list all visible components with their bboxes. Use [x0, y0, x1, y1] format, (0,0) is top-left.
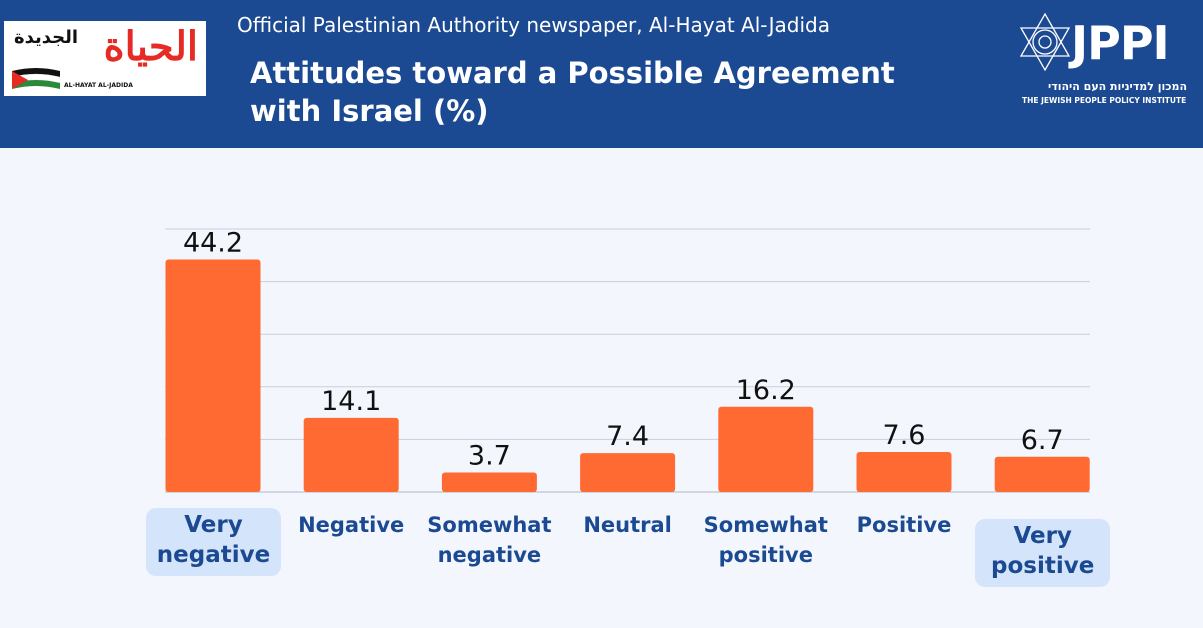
- bar: [165, 259, 261, 492]
- x-tick-label: Very negative: [146, 508, 281, 576]
- logo-arabic-small: الجديدة: [14, 27, 79, 48]
- data-label: 14.1: [321, 386, 381, 417]
- x-tick-label: Negative: [298, 513, 405, 537]
- x-tick-label: Neutral: [583, 513, 672, 537]
- bar: [303, 417, 399, 492]
- x-tick-label: Positive: [856, 513, 952, 537]
- logo-latin: AL-HAYAT AL-JADIDA: [64, 82, 133, 89]
- data-label: 7.6: [883, 420, 926, 451]
- bar-chart: 44.2 14.1 3.7 7.4 16.2 7.6 6.7: [165, 228, 1090, 493]
- jppi-name: JPPI: [1071, 16, 1170, 70]
- jppi-logo: JPPI המכון למדיניות העם היהודי THE JEWIS…: [1015, 10, 1195, 110]
- bar: [856, 452, 952, 492]
- data-label: 3.7: [468, 441, 511, 472]
- palestine-flag-icon: [12, 68, 60, 89]
- bar: [441, 472, 537, 492]
- logo-arabic: الحياة: [103, 23, 198, 70]
- al-hayat-logo: الحياة الجديدة AL-HAYAT AL-JADIDA: [4, 21, 206, 96]
- data-label: 44.2: [183, 228, 243, 259]
- bar: [718, 406, 814, 492]
- bar: [580, 453, 676, 492]
- bar: [994, 456, 1090, 492]
- header: الحياة الجديدة AL-HAYAT AL-JADIDA Offici…: [0, 0, 1203, 148]
- x-tick-label: Somewhat positive: [703, 513, 828, 567]
- data-label: 16.2: [736, 375, 796, 406]
- subtitle: Official Palestinian Authority newspaper…: [237, 13, 830, 37]
- chart-title: Attitudes toward a Possible Agreement wi…: [250, 56, 895, 128]
- data-label: 7.4: [606, 421, 649, 452]
- jppi-hebrew: המכון למדיניות העם היהודי: [1048, 80, 1187, 93]
- jppi-english: THE JEWISH PEOPLE POLICY INSTITUTE: [1022, 96, 1187, 105]
- data-label: 6.7: [1021, 425, 1064, 456]
- x-tick-label: Somewhat negative: [427, 513, 552, 567]
- x-tick-label: Very positive: [975, 519, 1111, 587]
- star-of-david-icon: [1019, 12, 1071, 72]
